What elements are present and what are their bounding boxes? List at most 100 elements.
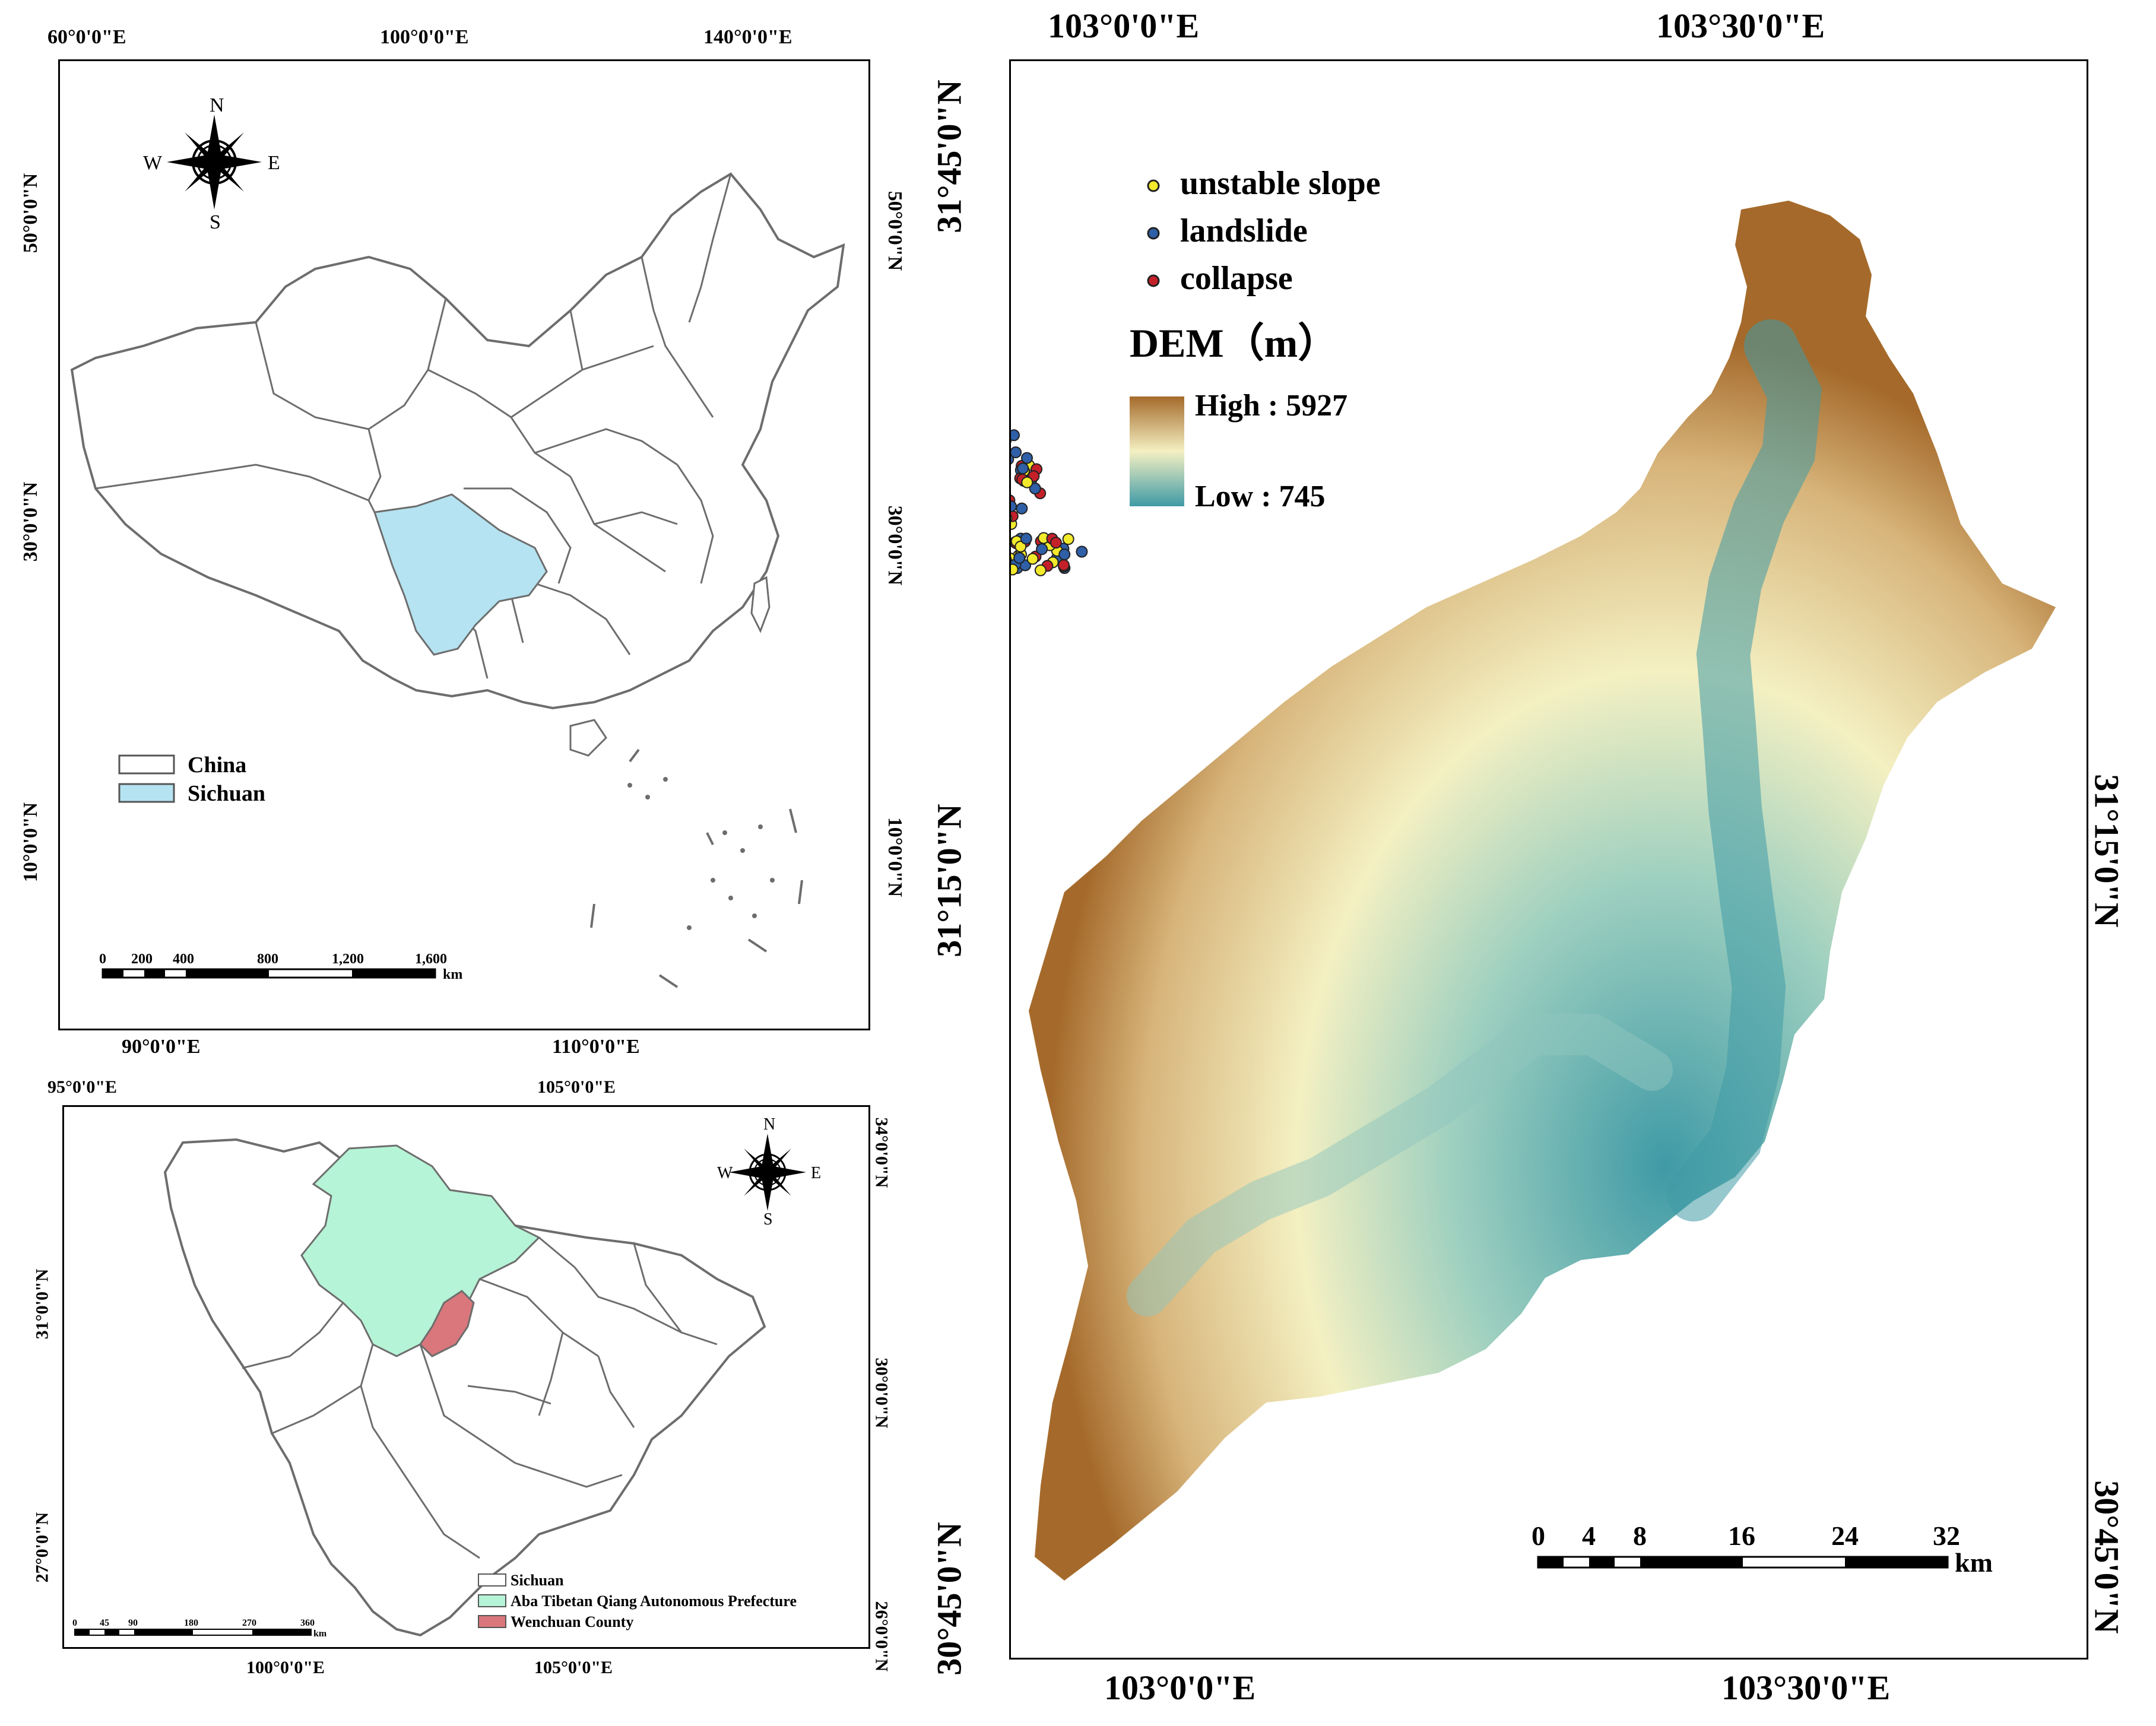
compass-w-label: W (143, 152, 163, 174)
china-top-lon-3: 140°0'0"E (703, 26, 792, 48)
dem-map-panel: unstable slope landslide collapse DEM（m）… (1009, 59, 2088, 1660)
legend-label-sichuan: Sichuan (188, 781, 265, 806)
legend-marker-landslide (1147, 227, 1160, 240)
sichuan-highlight (373, 493, 548, 656)
dem-left-lat-2: 31°15'0"N (930, 804, 969, 957)
scale-tick-2: 90 (128, 1618, 138, 1628)
china-bottom-lon-1: 90°0'0"E (122, 1036, 201, 1058)
dem-terrain (1029, 201, 2056, 1581)
china-scale-bar: 0 200 400 800 1,200 1,600 km (99, 951, 462, 982)
dem-right-lat-1: 31°15'0"N (2087, 774, 2126, 928)
compass-n-label: N (763, 1115, 775, 1134)
scale-tick-5: 1,600 (415, 951, 447, 967)
wenchuan-county-region (419, 1290, 475, 1357)
hazard-point (1013, 552, 1026, 564)
dem-legend: unstable slope landslide collapse DEM（m）… (1130, 165, 1381, 513)
scale-unit: km (443, 967, 462, 982)
scale-tick-4: 24 (1831, 1521, 1859, 1551)
dem-legend-title: DEM（m） (1130, 321, 1338, 366)
hazard-point (1020, 532, 1032, 545)
sichuan-scale-bar: 0 45 90 180 270 360 km (72, 1618, 327, 1639)
compass-e-label: E (811, 1164, 821, 1182)
dem-map-canvas: unstable slope landslide collapse DEM（m）… (1011, 165, 2056, 1581)
china-map-canvas: N S E W China Sichuan 0 200 400 800 1,20… (70, 94, 845, 988)
hazard-point (1017, 462, 1029, 475)
legend-swatch-wenchuan (478, 1615, 506, 1628)
county-boundaries (242, 1236, 718, 1559)
legend-swatch-aba (478, 1594, 506, 1607)
dem-valley-band (1667, 319, 1822, 1221)
sichuan-bottom-lon-1: 100°0'0"E (246, 1658, 325, 1677)
hazard-point (1011, 563, 1019, 576)
hazard-point (1029, 483, 1041, 494)
legend-marker-unstable-slope (1147, 179, 1160, 192)
legend-swatch-sichuan (478, 1573, 506, 1587)
hainan-island (569, 719, 607, 757)
hazard-point (1050, 537, 1062, 549)
compass-s-label: S (763, 1210, 773, 1229)
china-left-lat-2: 30°0'0"N (20, 481, 42, 562)
sichuan-legend: Sichuan Aba Tibetan Qiang Autonomous Pre… (478, 1572, 797, 1630)
sichuan-right-lat-2: 30°0'0"N (871, 1357, 892, 1429)
scale-tick-1: 200 (131, 951, 153, 967)
scale-tick-5: 360 (300, 1618, 315, 1628)
hazard-point (1058, 548, 1071, 561)
legend-swatch-china (118, 754, 175, 775)
hazard-point (1026, 553, 1039, 565)
scale-tick-2: 8 (1633, 1521, 1647, 1551)
legend-label-unstable-slope: unstable slope (1180, 165, 1381, 202)
hazard-point (1021, 476, 1033, 488)
compass-rose-icon (729, 1134, 806, 1211)
china-left-lat-3: 10°0'0"N (20, 802, 42, 883)
scale-tick-0: 0 (1532, 1521, 1545, 1551)
dem-top-lon-1: 103°0'0"E (1048, 7, 1200, 45)
scale-tick-4: 270 (242, 1618, 256, 1628)
scale-tick-4: 1,200 (332, 951, 364, 967)
legend-label-wenchuan: Wenchuan County (511, 1613, 633, 1630)
hazard-point (1034, 564, 1047, 576)
hazard-point (1011, 514, 1013, 523)
dem-scale-bar: 0 4 8 16 24 32 km (1532, 1521, 1993, 1578)
dem-high-label: High : 5927 (1195, 389, 1348, 423)
scale-tick-3: 16 (1728, 1521, 1755, 1551)
scale-tick-2: 400 (173, 951, 194, 967)
compass-s-label: S (210, 211, 221, 233)
china-top-lon-2: 100°0'0"E (380, 26, 469, 48)
legend-swatch-sichuan (118, 783, 175, 803)
legend-label-sichuan: Sichuan (511, 1572, 564, 1589)
dem-top-lon-2: 103°30'0"E (1656, 7, 1825, 45)
china-right-lat-1: 50°0'0"N (884, 191, 906, 271)
dem-right-lat-2: 30°45'0"N (2087, 1480, 2126, 1634)
sichuan-top-lon-2: 105°0'0"E (537, 1077, 616, 1097)
china-right-lat-3: 10°0'0"N (884, 817, 906, 897)
scale-unit: km (313, 1629, 327, 1639)
hazard-point (1058, 559, 1070, 572)
hazard-point (1011, 429, 1020, 442)
china-right-lat-2: 30°0'0"N (884, 505, 906, 586)
scale-tick-3: 180 (184, 1618, 198, 1628)
hazard-point (1011, 556, 1012, 563)
sichuan-top-lon-1: 95°0'0"E (47, 1077, 117, 1097)
dem-bottom-lon-1: 103°0'0"E (1104, 1668, 1256, 1707)
legend-label-landslide: landslide (1180, 212, 1308, 249)
dem-tributary-band (1127, 1014, 1673, 1316)
china-bottom-lon-2: 110°0'0"E (552, 1036, 640, 1058)
sichuan-left-lat-2: 27°0'0"N (32, 1512, 52, 1583)
hazard-point (1021, 452, 1033, 464)
legend-label-china: China (188, 753, 246, 778)
compass-w-label: W (717, 1164, 733, 1182)
compass-rose-icon (167, 115, 262, 210)
scale-unit: km (1955, 1547, 1993, 1578)
hazard-point (1062, 533, 1074, 545)
legend-label-aba: Aba Tibetan Qiang Autonomous Prefecture (511, 1592, 797, 1610)
scale-tick-0: 0 (99, 951, 106, 967)
taiwan-island (750, 576, 771, 633)
nine-dash-line (590, 748, 803, 988)
dem-bottom-lon-2: 103°30'0"E (1721, 1668, 1891, 1707)
dem-left-lat-1: 31°45'0"N (930, 80, 969, 233)
scale-tick-1: 4 (1582, 1521, 1596, 1551)
hazard-points-layer (1011, 429, 1088, 576)
scale-tick-1: 45 (100, 1618, 109, 1628)
hazard-point (1011, 500, 1017, 513)
sichuan-map-canvas: N S E W Sichuan Aba Tibetan Qiang Autono… (72, 1115, 821, 1639)
